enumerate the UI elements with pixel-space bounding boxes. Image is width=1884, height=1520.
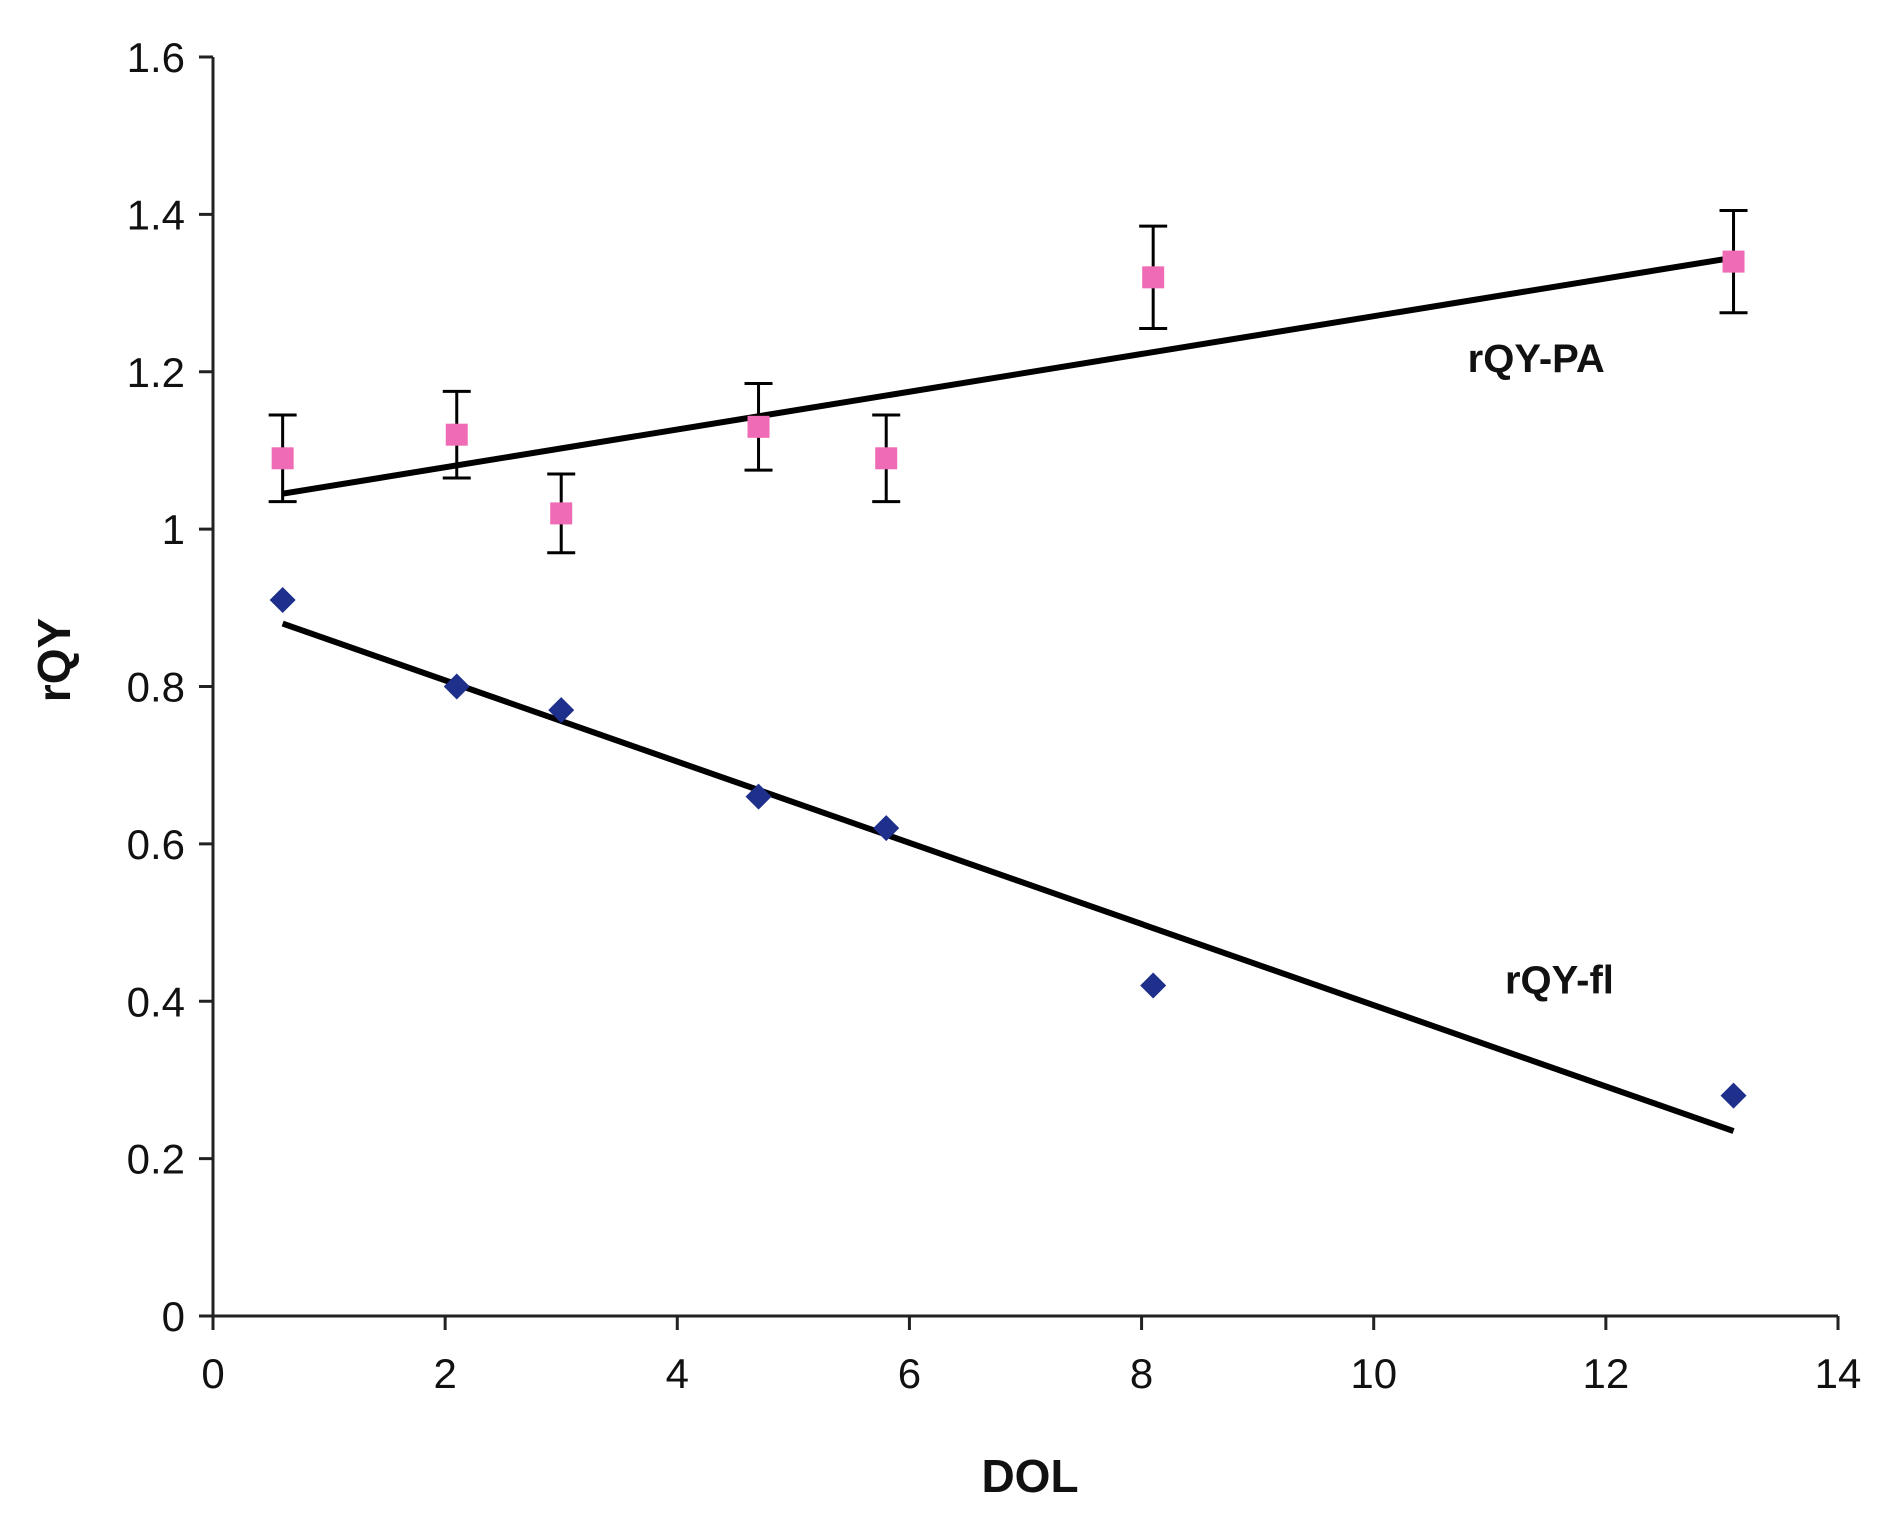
series-labels: rQY-PA rQY-fl <box>1468 337 1614 1003</box>
data-point-rqy-fl <box>443 673 470 700</box>
data-point-rqy-pa <box>271 447 294 470</box>
data-markers <box>269 250 1747 1109</box>
axes: 0 0.2 0.4 0.6 0.8 1 1.2 1.4 1.6 0 2 4 6 8 10 12 14 <box>127 34 1862 1397</box>
y-tick-label: 0.8 <box>127 664 185 711</box>
trend-lines <box>281 254 1735 1134</box>
x-axis-title: DOL <box>981 1450 1078 1502</box>
x-tick-label: 10 <box>1350 1350 1397 1397</box>
series-label-rqy-fl: rQY-fl <box>1505 958 1614 1002</box>
data-point-rqy-fl <box>1720 1082 1747 1109</box>
x-tick-label: 14 <box>1815 1350 1862 1397</box>
y-tick-label: 1.4 <box>127 191 185 238</box>
y-tick-label: 1.6 <box>127 34 185 81</box>
data-point-rqy-pa <box>1722 250 1745 273</box>
data-point-rqy-pa <box>550 502 573 525</box>
data-point-rqy-fl <box>269 586 296 613</box>
x-tick-label: 8 <box>1130 1350 1153 1397</box>
y-tick-label: 0 <box>162 1293 185 1340</box>
trend-line-rqy-pa <box>282 254 1735 497</box>
x-tick-label: 2 <box>433 1350 456 1397</box>
y-tick-label: 0.4 <box>127 978 185 1025</box>
series-label-rqy-pa: rQY-PA <box>1468 337 1605 381</box>
x-tick-label: 4 <box>666 1350 689 1397</box>
y-tick-label: 1 <box>162 506 185 553</box>
error-bars <box>268 208 1748 555</box>
x-tick-label: 6 <box>898 1350 921 1397</box>
y-tick-label: 0.6 <box>127 821 185 868</box>
data-point-rqy-pa <box>747 415 770 438</box>
data-point-rqy-pa <box>445 423 468 446</box>
data-point-rqy-fl <box>745 783 772 810</box>
y-axis-title: rQY <box>28 618 80 702</box>
y-tick-label: 1.2 <box>127 349 185 396</box>
x-tick-label: 12 <box>1582 1350 1629 1397</box>
data-point-rqy-pa <box>875 447 898 470</box>
y-tick-label: 0.2 <box>127 1136 185 1183</box>
x-tick-label: 0 <box>201 1350 224 1397</box>
data-point-rqy-pa <box>1142 266 1165 289</box>
data-point-rqy-fl <box>548 697 575 724</box>
data-point-rqy-fl <box>873 815 900 842</box>
data-point-rqy-fl <box>1140 972 1167 999</box>
trend-line-rqy-fl <box>281 620 1735 1134</box>
